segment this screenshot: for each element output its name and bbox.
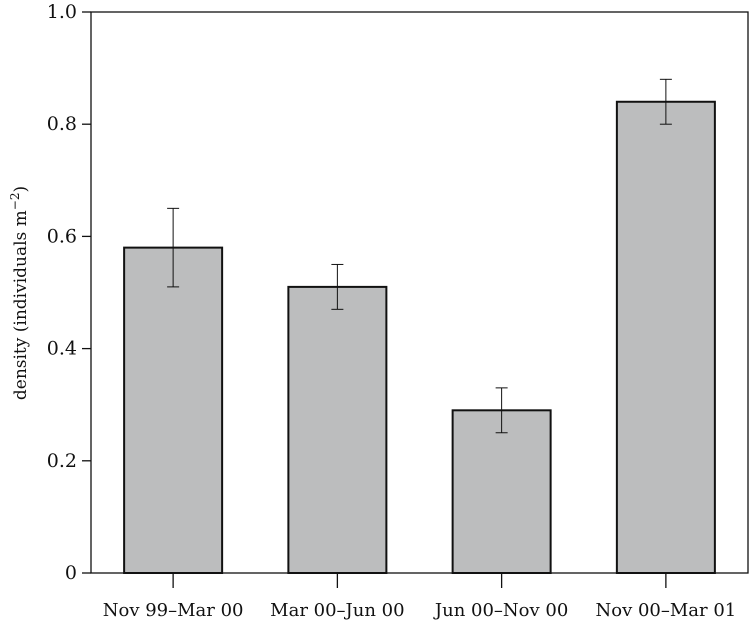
bar xyxy=(287,285,388,574)
y-tick-label: 0.8 xyxy=(47,113,77,135)
x-category-label: Nov 99–Mar 00 xyxy=(103,600,244,621)
y-axis-title-superscript: −2 xyxy=(8,193,22,211)
y-tick-label: 0.4 xyxy=(47,338,77,360)
plot-frame xyxy=(90,11,749,574)
x-category-label: Nov 00–Mar 01 xyxy=(595,600,736,621)
bar xyxy=(451,409,552,574)
bar xyxy=(615,100,716,574)
y-axis-title: density (individuals m−2) xyxy=(8,186,31,400)
error-bars-group xyxy=(167,78,672,434)
y-tick-label: 0 xyxy=(65,562,77,584)
y-axis-title-main: density (individuals m xyxy=(11,210,31,400)
y-axis-ticks: 0 0.2 0.4 0.6 0.8 1.0 xyxy=(47,1,91,584)
x-category-label: Jun 00–Nov 00 xyxy=(433,600,568,621)
bar xyxy=(123,246,224,574)
x-axis-ticks: Nov 99–Mar 00 Mar 00–Jun 00 Jun 00–Nov 00 N… xyxy=(103,573,736,621)
y-tick-label: 1.0 xyxy=(47,1,77,23)
y-tick-label: 0.2 xyxy=(47,450,77,472)
bars-group xyxy=(123,100,716,574)
x-category-label: Mar 00–Jun 00 xyxy=(270,600,404,621)
plot-frame-border xyxy=(90,11,749,574)
y-axis-title-suffix: ) xyxy=(11,186,31,193)
y-tick-label: 0.6 xyxy=(47,225,77,247)
